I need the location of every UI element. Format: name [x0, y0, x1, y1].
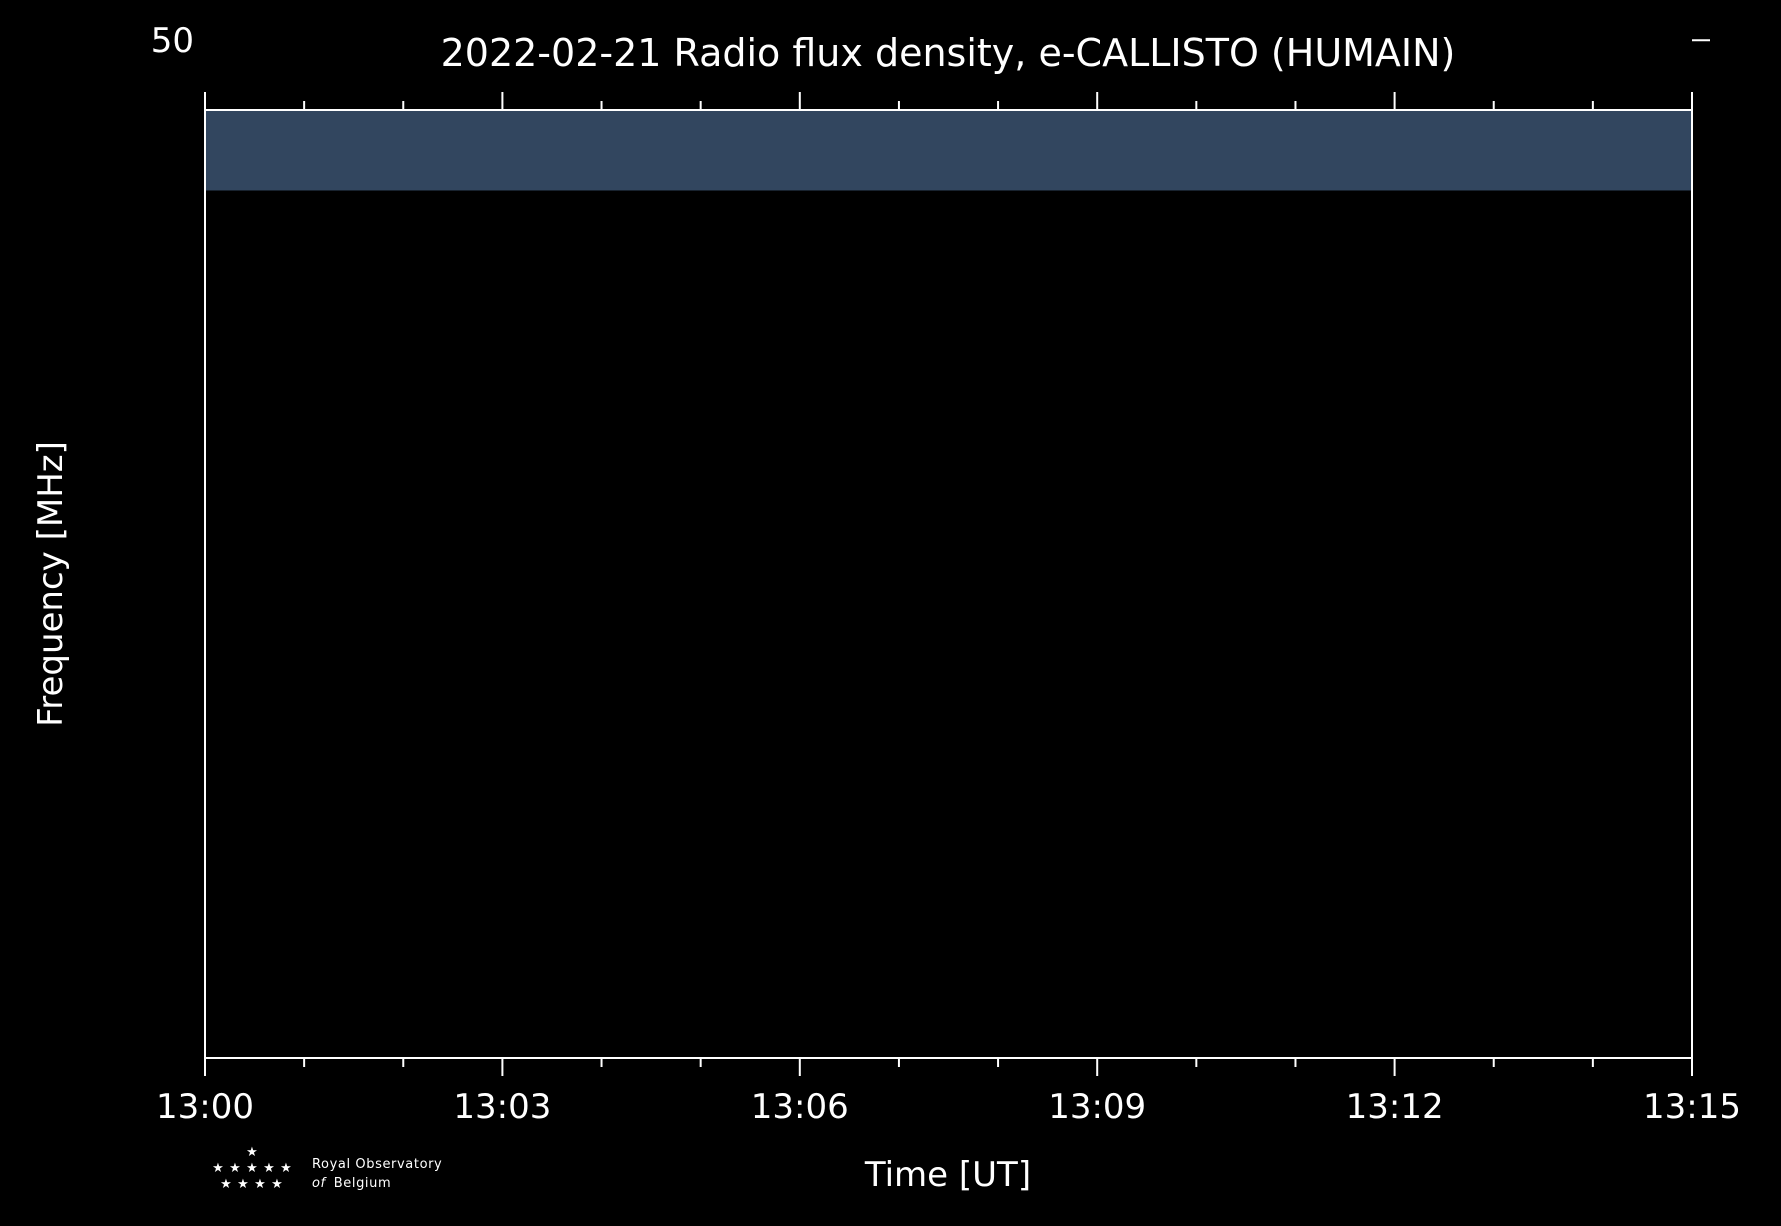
y-tick-label: 50 — [151, 21, 194, 61]
y-axis: 5060708090100150200250300350400 — [151, 21, 1710, 61]
logo-line-2-prefix: of — [312, 1176, 328, 1191]
logo-star-icon: ★ — [229, 1161, 241, 1176]
y-axis-label: Frequency [MHz] — [31, 441, 71, 727]
x-axis: 13:00 13:03 13:06 13:09 13:12 13:15 — [156, 92, 1741, 1127]
spectrogram-heatmap — [205, 110, 1692, 191]
logo-star-icon: ★ — [246, 1161, 258, 1176]
logo-star-icon: ★ — [280, 1161, 292, 1176]
logo-star-icon: ★ — [212, 1161, 224, 1176]
plot-frame — [204, 109, 1693, 1059]
x-tick-label: 13:09 — [1048, 1087, 1146, 1127]
x-tick-label: 13:12 — [1346, 1087, 1444, 1127]
x-tick-label: 13:15 — [1643, 1087, 1741, 1127]
logo-star-icon: ★ — [263, 1161, 275, 1176]
logo-star-icon: ★ — [271, 1177, 283, 1192]
logo-line-2: of Belgium — [312, 1176, 391, 1191]
frequency-band — [205, 110, 1692, 191]
logo-star-icon: ★ — [246, 1145, 258, 1160]
logo-line-1: Royal Observatory — [312, 1157, 442, 1172]
chart-title: 2022-02-21 Radio flux density, e-CALLIST… — [441, 31, 1456, 75]
x-tick-label: 13:06 — [751, 1087, 849, 1127]
x-tick-label: 13:03 — [453, 1087, 551, 1127]
logo-line-2-word: Belgium — [334, 1176, 392, 1191]
x-axis-label: Time [UT] — [864, 1155, 1031, 1195]
logo-star-icon: ★ — [254, 1177, 266, 1192]
logo-star-icon: ★ — [237, 1177, 249, 1192]
x-tick-label: 13:00 — [156, 1087, 254, 1127]
logo-star-icon: ★ — [220, 1177, 232, 1192]
royal-observatory-logo: ★★ ★ ★ ★ ★★ ★ ★ ★ Royal Observatory of Belgium — [212, 1145, 442, 1192]
logo-stars-icon: ★★ ★ ★ ★ ★★ ★ ★ ★ — [212, 1145, 292, 1192]
